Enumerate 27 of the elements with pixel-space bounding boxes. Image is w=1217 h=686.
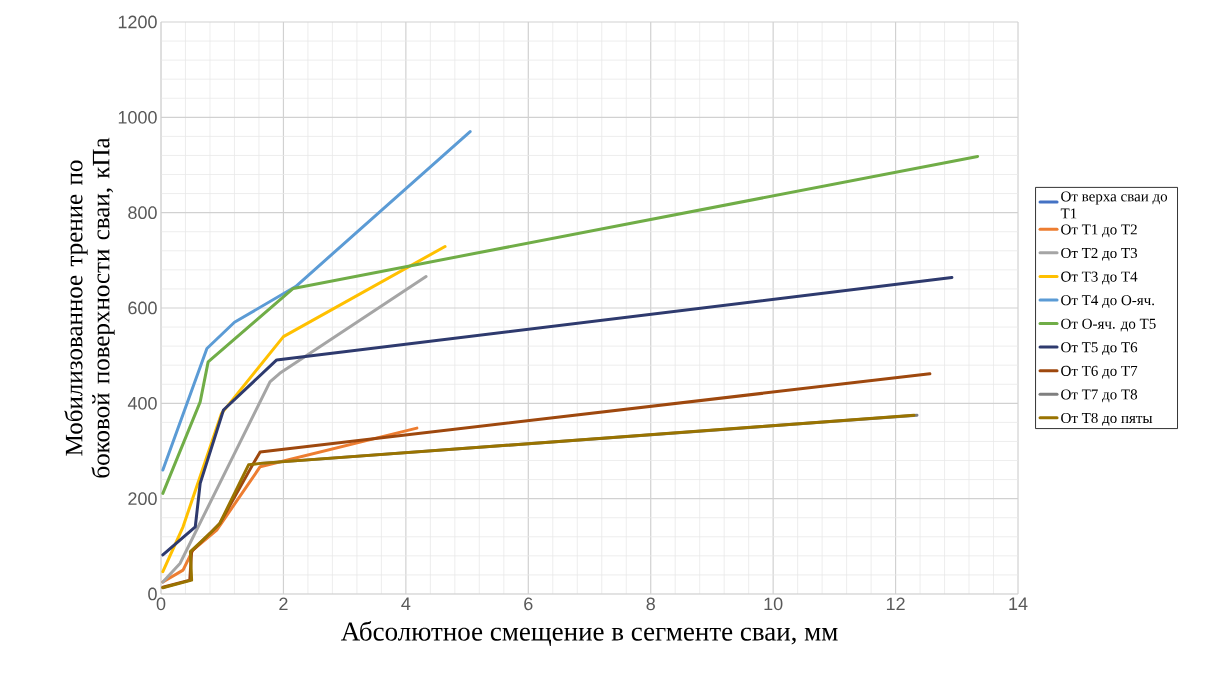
x-tick-label: 8 xyxy=(646,597,655,611)
legend-label: От Т5 до Т6 xyxy=(1061,342,1138,356)
x-tick-label: 2 xyxy=(279,597,288,611)
x-tick-label: 0 xyxy=(156,597,166,611)
legend-label: От Т1 до Т2 xyxy=(1061,224,1137,238)
legend-label: От Т2 до Т3 xyxy=(1061,248,1138,261)
y-tick-label: 1000 xyxy=(118,110,157,124)
x-tick-label: 4 xyxy=(401,597,411,610)
x-tick-label: 12 xyxy=(886,597,905,611)
x-tick-label: 14 xyxy=(1009,597,1028,610)
legend-label: От Т8 до пяты xyxy=(1061,412,1153,426)
y-tick-label: 1200 xyxy=(118,15,157,29)
legend-label: От Т4 до О-яч. xyxy=(1061,295,1154,308)
legend-label: От О-яч. до Т5 xyxy=(1061,318,1156,332)
y-axis-title: Мобилизованное трение по боковой поверхности сваи, кПа xyxy=(64,137,115,478)
legend-label: От Т6 до Т7 xyxy=(1061,365,1138,379)
y-tick-label: 0 xyxy=(148,587,157,601)
y-tick-label: 400 xyxy=(127,396,157,410)
legend-label: От Т3 до Т4 xyxy=(1061,271,1138,285)
legend-label: От верха сваи до Т1 xyxy=(1060,191,1168,219)
x-tick-label: 10 xyxy=(764,597,783,611)
legend-label: От Т7 до Т8 xyxy=(1061,389,1138,403)
x-axis-title: Абсолютное смещение в сегменте сваи, мм xyxy=(340,621,838,647)
x-tick-label: 6 xyxy=(524,597,533,611)
y-tick-label: 800 xyxy=(128,206,157,220)
y-tick-label: 200 xyxy=(128,492,157,506)
y-tick-label: 600 xyxy=(128,301,157,315)
